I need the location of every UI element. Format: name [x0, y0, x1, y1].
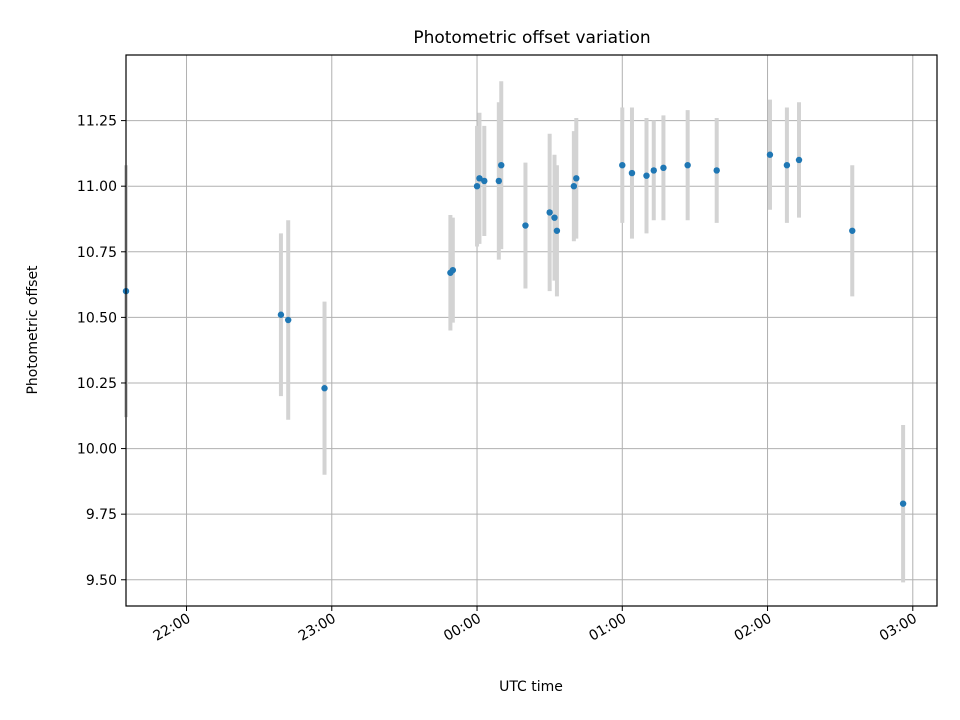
y-tick-label: 10.75 [77, 245, 117, 261]
data-point [766, 151, 774, 158]
y-tick-label: 9.75 [86, 507, 117, 523]
y-tick-label: 11.25 [77, 114, 117, 130]
grid [126, 55, 937, 606]
data-point [643, 172, 650, 179]
data-point [277, 311, 285, 318]
plot-frame [125, 54, 938, 607]
data-points [122, 151, 907, 507]
data-point [321, 385, 328, 392]
y-tick-label: 9.50 [86, 573, 117, 589]
y-tick-label: 11.00 [77, 179, 117, 195]
y-tick-label: 10.00 [77, 442, 117, 458]
data-point [473, 182, 481, 190]
data-point [713, 167, 720, 174]
data-point [783, 162, 791, 169]
x-tick-label: 02:00 [732, 611, 775, 645]
data-point [849, 227, 856, 234]
data-point [476, 175, 483, 182]
data-point [899, 500, 907, 507]
x-axis: 22:00 23:00 00:00 01:00 02:00 03:00 [151, 606, 920, 645]
data-point [660, 164, 667, 172]
x-tick-label: 23:00 [296, 611, 339, 645]
data-point [553, 227, 561, 234]
y-tick-label: 10.25 [77, 376, 117, 392]
data-point [684, 162, 691, 169]
data-point [551, 214, 558, 221]
data-point [449, 266, 457, 274]
data-point [795, 156, 803, 164]
chart-title: Photometric offset variation [413, 28, 650, 48]
data-point [522, 222, 529, 229]
x-tick-label: 22:00 [151, 611, 194, 645]
data-point [498, 162, 505, 169]
data-point [495, 177, 503, 185]
data-point [573, 175, 580, 182]
data-point [546, 209, 553, 216]
x-axis-label: UTC time [499, 679, 563, 695]
x-tick-label: 00:00 [441, 611, 484, 645]
y-axis: 9.50 9.75 10.00 10.25 10.50 10.75 11.00 11.25 [77, 114, 126, 589]
x-tick-label: 03:00 [877, 611, 920, 645]
data-point [650, 167, 657, 174]
data-point [285, 316, 292, 324]
y-axis-label: Photometric offset [25, 265, 41, 395]
data-point [628, 169, 636, 177]
data-point [619, 162, 626, 169]
data-point [570, 182, 578, 190]
y-tick-label: 10.50 [77, 310, 117, 326]
error-bars [124, 81, 906, 583]
x-tick-label: 01:00 [586, 611, 629, 645]
data-point [481, 177, 488, 185]
